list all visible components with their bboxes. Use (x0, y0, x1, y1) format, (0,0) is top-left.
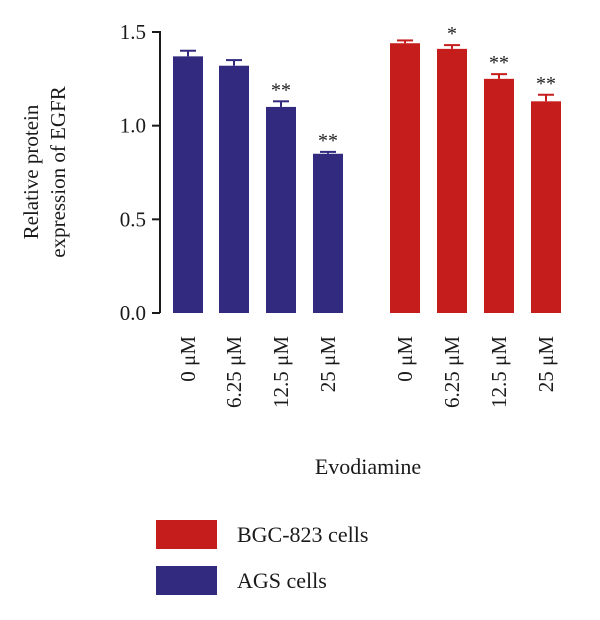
bar (173, 56, 203, 313)
significance-label: * (447, 23, 457, 45)
bar (313, 153, 343, 313)
legend-label: AGS cells (237, 568, 327, 593)
y-axis: 0.0 0.5 1.0 1.5 (120, 20, 161, 325)
bar (266, 106, 296, 313)
y-axis-title-text: Relative protein expression of EGFR (19, 86, 70, 258)
bar (531, 101, 561, 314)
bar (484, 78, 514, 313)
category-label: 12.5 μM (269, 336, 293, 408)
y-axis-title: Relative protein expression of EGFR (19, 86, 70, 258)
legend-swatch (156, 520, 217, 549)
category-labels: 0 μM 6.25 μM 12.5 μM 25 μM 0 μM 6.25 μM 12.5 μ… (176, 336, 558, 408)
bars: ********* (173, 23, 561, 314)
category-label: 0 μM (176, 336, 200, 382)
y-axis-title-line: Relative protein (19, 104, 43, 239)
y-tick-label: 1.5 (120, 20, 146, 44)
category-label: 25 μM (534, 336, 558, 393)
bar (390, 43, 420, 314)
category-label: 25 μM (316, 336, 340, 393)
legend-label: BGC-823 cells (237, 522, 368, 547)
y-tick-label: 0.0 (120, 301, 146, 325)
category-label: 6.25 μM (222, 336, 246, 408)
legend: BGC-823 cells AGS cells (156, 520, 368, 595)
category-label: 6.25 μM (440, 336, 464, 408)
significance-label: ** (318, 130, 338, 152)
bar (437, 48, 467, 314)
y-axis-title-line: expression of EGFR (46, 86, 70, 258)
bar (219, 65, 249, 313)
x-axis-title: Evodiamine (315, 454, 421, 479)
category-label: 12.5 μM (487, 336, 511, 408)
category-label: 0 μM (393, 336, 417, 382)
significance-label: ** (489, 52, 509, 74)
y-tick-label: 1.0 (120, 114, 146, 138)
significance-label: ** (271, 79, 291, 101)
significance-label: ** (536, 73, 556, 95)
legend-swatch (156, 566, 217, 595)
y-tick-label: 0.5 (120, 207, 146, 231)
